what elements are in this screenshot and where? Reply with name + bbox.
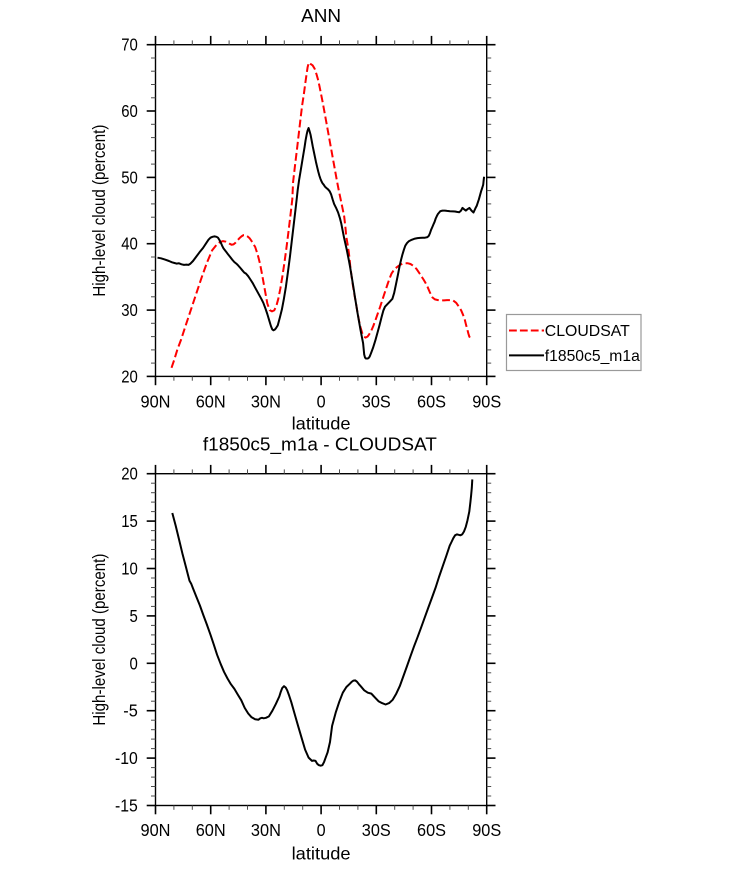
svg-text:50: 50	[121, 167, 138, 187]
svg-text:-10: -10	[115, 748, 138, 768]
svg-text:0: 0	[130, 653, 139, 673]
svg-text:60S: 60S	[417, 392, 446, 412]
svg-text:30: 30	[121, 300, 138, 320]
svg-text:0: 0	[317, 820, 326, 840]
svg-text:20: 20	[121, 464, 138, 484]
svg-text:f1850c5_m1a - CLOUDSAT: f1850c5_m1a - CLOUDSAT	[203, 434, 437, 455]
svg-text:60N: 60N	[196, 820, 226, 840]
svg-text:5: 5	[130, 606, 138, 626]
svg-text:CLOUDSAT: CLOUDSAT	[545, 323, 630, 340]
svg-text:10: 10	[121, 559, 138, 579]
svg-text:90S: 90S	[472, 392, 501, 412]
svg-text:20: 20	[121, 366, 138, 386]
svg-text:70: 70	[121, 35, 138, 55]
svg-text:ANN: ANN	[301, 6, 341, 26]
svg-text:30S: 30S	[362, 820, 391, 840]
svg-text:15: 15	[121, 511, 138, 531]
svg-text:90N: 90N	[141, 392, 171, 412]
svg-text:60N: 60N	[196, 392, 226, 412]
svg-text:-15: -15	[115, 796, 138, 816]
svg-text:60S: 60S	[417, 820, 446, 840]
svg-text:f1850c5_m1a: f1850c5_m1a	[545, 348, 640, 365]
svg-text:High-level cloud (percent): High-level cloud (percent)	[89, 554, 109, 726]
svg-text:0: 0	[317, 392, 326, 412]
svg-text:90S: 90S	[472, 820, 501, 840]
svg-text:latitude: latitude	[292, 413, 351, 433]
svg-text:-5: -5	[123, 701, 138, 721]
svg-text:60: 60	[121, 101, 138, 121]
svg-text:High-level cloud (percent): High-level cloud (percent)	[89, 125, 109, 297]
svg-text:90N: 90N	[141, 820, 171, 840]
svg-text:40: 40	[121, 234, 138, 254]
svg-text:30N: 30N	[251, 392, 281, 412]
svg-text:30N: 30N	[251, 820, 281, 840]
svg-text:30S: 30S	[362, 392, 391, 412]
svg-text:latitude: latitude	[292, 843, 351, 863]
